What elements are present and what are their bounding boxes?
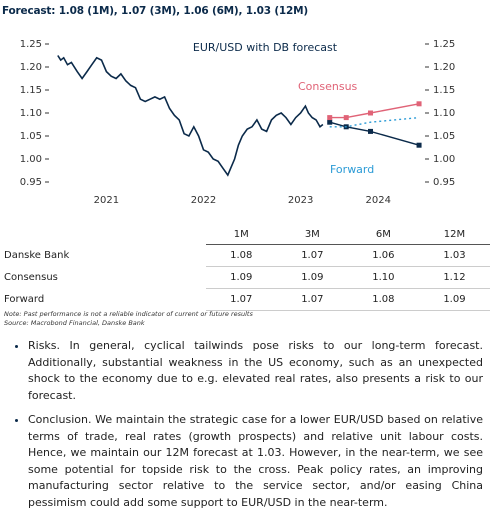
y2-tick-label: 1.00 bbox=[433, 154, 455, 165]
y-tick-label: 1.15 bbox=[20, 85, 42, 96]
table-cell: 1.07 bbox=[205, 288, 277, 311]
bullet-list: Risks. In general, cyclical tailwinds po… bbox=[0, 338, 483, 519]
source: Source: Macrobond Financial, Danske Bank bbox=[4, 319, 145, 327]
table-header: 1M 3M 6M 12M bbox=[0, 224, 490, 245]
forecast-table: 1M 3M 6M 12M Danske Bank 1.08 1.07 1.06 1.03… bbox=[0, 224, 490, 311]
y-tick-label: 1.25 bbox=[20, 39, 42, 50]
y-tick-label: 1.20 bbox=[20, 62, 42, 73]
y2-tick-label: 1.15 bbox=[433, 85, 455, 96]
y2-tick-label: 1.10 bbox=[433, 108, 455, 119]
marker bbox=[343, 115, 349, 121]
column-header: 12M bbox=[418, 224, 490, 245]
x-tick-label: 2021 bbox=[94, 195, 119, 206]
chart: EUR/USD with DB forecast 0.95 1.00 1.05 1.1… bbox=[20, 39, 456, 206]
series-label: Forward bbox=[330, 163, 374, 176]
x-tick-label: 2022 bbox=[191, 195, 216, 206]
table-cell: 1.10 bbox=[347, 266, 419, 289]
y2-tick-label: 1.05 bbox=[433, 131, 455, 142]
table-cell: 1.03 bbox=[418, 244, 490, 267]
header-blank bbox=[0, 224, 206, 245]
table-row: Forward 1.07 1.07 1.08 1.09 bbox=[0, 288, 490, 311]
table-cell: 1.09 bbox=[276, 266, 348, 289]
marker bbox=[327, 119, 333, 125]
table-cell: 1.08 bbox=[347, 288, 419, 311]
row-label: Consensus bbox=[4, 272, 58, 283]
marker bbox=[368, 128, 374, 134]
series-line bbox=[57, 55, 324, 177]
marker bbox=[416, 142, 422, 148]
page-title: Forecast: 1.08 (1M), 1.07 (3M), 1.06 (6M… bbox=[2, 5, 308, 17]
series-label: Consensus bbox=[298, 80, 358, 93]
column-header: 6M bbox=[347, 224, 419, 245]
table-cell: 1.08 bbox=[205, 244, 277, 267]
bullet: Conclusion. We maintain the strategic ca… bbox=[28, 412, 483, 511]
marker bbox=[368, 110, 374, 116]
series-line bbox=[329, 116, 420, 128]
y-tick-label: 1.00 bbox=[20, 154, 42, 165]
series-line bbox=[329, 103, 420, 119]
column-header: 3M bbox=[276, 224, 348, 245]
table-cell: 1.09 bbox=[205, 266, 277, 289]
marker bbox=[416, 101, 422, 107]
table-body: Danske Bank 1.08 1.07 1.06 1.03 Consensus 1.09… bbox=[0, 244, 490, 311]
y2-tick-label: 1.25 bbox=[433, 39, 455, 50]
note: Note: Past performance is not a reliable… bbox=[4, 310, 253, 318]
marker bbox=[327, 115, 333, 121]
y2-tick-label: 1.20 bbox=[433, 62, 455, 73]
row-label: Forward bbox=[4, 294, 45, 305]
series-line bbox=[329, 121, 420, 146]
row-label: Danske Bank bbox=[4, 250, 70, 261]
x-tick-label: 2023 bbox=[288, 195, 313, 206]
bullet: Risks. In general, cyclical tailwinds po… bbox=[28, 338, 483, 404]
y2-tick-label: 0.95 bbox=[433, 177, 455, 188]
x-tick-label: 2024 bbox=[366, 195, 391, 206]
table-cell: 1.07 bbox=[276, 288, 348, 311]
table-row: Consensus 1.09 1.09 1.10 1.12 bbox=[0, 266, 490, 289]
y-tick-label: 1.10 bbox=[20, 108, 42, 119]
chart-title: EUR/USD with DB forecast bbox=[193, 41, 338, 54]
table-cell: 1.06 bbox=[347, 244, 419, 267]
table-row: Danske Bank 1.08 1.07 1.06 1.03 bbox=[0, 244, 490, 267]
y-tick-label: 1.05 bbox=[20, 131, 42, 142]
y-tick-label: 0.95 bbox=[20, 177, 42, 188]
table-cell: 1.09 bbox=[418, 288, 490, 311]
notes: Note: Past performance is not a reliable… bbox=[4, 310, 253, 328]
table-cell: 1.12 bbox=[418, 266, 490, 289]
table-cell: 1.07 bbox=[276, 244, 348, 267]
column-header: 1M bbox=[205, 224, 277, 245]
